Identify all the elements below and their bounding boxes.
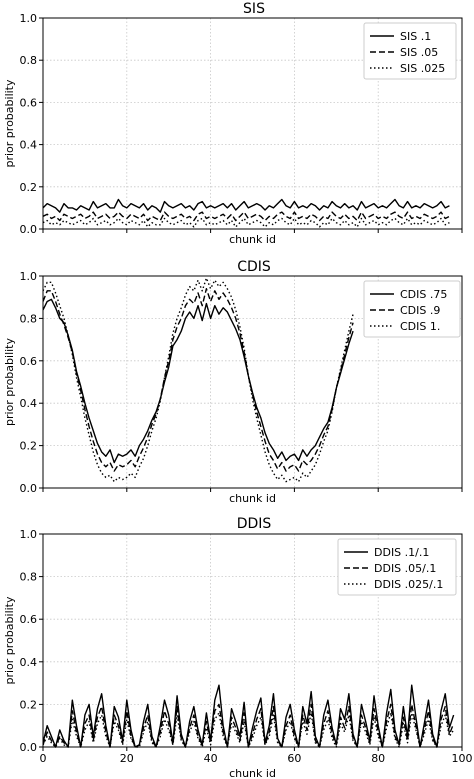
panel-title: CDIS bbox=[237, 259, 271, 275]
y-tick-label: 0.6 bbox=[20, 613, 38, 626]
x-axis-label: chunk id bbox=[229, 767, 276, 779]
legend-box bbox=[363, 280, 461, 338]
plot-area bbox=[43, 198, 450, 228]
y-tick-label: 0.8 bbox=[20, 54, 38, 67]
series-line bbox=[43, 277, 354, 483]
panel-title: DDIS bbox=[237, 516, 272, 532]
ddis-panel: DDIS 0.0 0.2 0.4 0.6 0.8 1.0 0 20 40 60 80 100 pri… bbox=[3, 516, 473, 779]
x-tick-label: 0 bbox=[40, 752, 47, 765]
legend: SIS .1 SIS .05 SIS .025 bbox=[363, 22, 457, 80]
plot-area bbox=[43, 277, 354, 483]
x-axis-ticks bbox=[42, 488, 463, 492]
y-axis-ticks: 0.0 0.2 0.4 0.6 0.8 1.0 bbox=[20, 528, 43, 754]
legend: DDIS .1/.1 DDIS .05/.1 DDIS .025/.1 bbox=[337, 538, 457, 596]
legend-label: CDIS 1. bbox=[400, 320, 440, 333]
x-axis-label: chunk id bbox=[229, 492, 276, 505]
x-tick-label: 100 bbox=[452, 752, 473, 765]
plot-frame bbox=[42, 275, 463, 489]
y-tick-label: 0.8 bbox=[20, 571, 38, 584]
x-tick-label: 40 bbox=[204, 752, 218, 765]
y-tick-label: 0.0 bbox=[20, 223, 38, 236]
legend-label: DDIS .025/.1 bbox=[374, 578, 443, 591]
x-tick-label: 20 bbox=[120, 752, 134, 765]
cdis-panel: CDIS 0.0 0.2 0.4 0.6 0.8 1.0 prior probabilit… bbox=[3, 259, 463, 505]
legend-label: DDIS .1/.1 bbox=[374, 546, 429, 559]
y-tick-label: 0.6 bbox=[20, 96, 38, 109]
panel-title: SIS bbox=[243, 1, 265, 17]
plot-frame bbox=[42, 533, 463, 748]
series-line bbox=[43, 288, 354, 472]
legend: CDIS .75 CDIS .9 CDIS 1. bbox=[363, 280, 461, 338]
y-axis-ticks: 0.0 0.2 0.4 0.6 0.8 1.0 bbox=[20, 270, 43, 495]
x-axis-ticks bbox=[42, 229, 463, 233]
legend-label: CDIS .75 bbox=[400, 288, 447, 301]
y-tick-label: 0.4 bbox=[20, 139, 38, 152]
series-line bbox=[43, 684, 455, 748]
y-tick-label: 1.0 bbox=[20, 12, 38, 25]
series-line bbox=[43, 298, 354, 464]
y-tick-label: 0.2 bbox=[20, 440, 38, 453]
legend-box bbox=[363, 22, 457, 80]
x-axis-ticks: 0 20 40 60 80 100 bbox=[40, 747, 473, 765]
x-tick-label: 60 bbox=[287, 752, 301, 765]
y-tick-label: 1.0 bbox=[20, 528, 38, 541]
y-tick-label: 0.2 bbox=[20, 181, 38, 194]
series-line bbox=[43, 217, 450, 228]
legend-label: CDIS .9 bbox=[400, 304, 440, 317]
legend-box bbox=[337, 538, 457, 596]
x-axis-label: chunk id bbox=[229, 233, 276, 246]
plot-frame bbox=[42, 17, 463, 230]
legend-label: SIS .025 bbox=[400, 62, 445, 75]
y-tick-label: 0.6 bbox=[20, 355, 38, 368]
y-axis-ticks: 0.0 0.2 0.4 0.6 0.8 1.0 bbox=[20, 12, 43, 236]
y-tick-label: 0.0 bbox=[20, 482, 38, 495]
sis-panel: SIS 0.0 0.2 0.4 0.6 0.8 1.0 prior probability… bbox=[3, 1, 463, 246]
y-axis-label: prior probability bbox=[3, 338, 16, 426]
legend-label: SIS .1 bbox=[400, 30, 431, 43]
y-tick-label: 1.0 bbox=[20, 270, 38, 283]
x-tick-label: 80 bbox=[371, 752, 385, 765]
y-axis-label: prior probability bbox=[3, 79, 16, 167]
legend-label: DDIS .05/.1 bbox=[374, 562, 436, 575]
y-tick-label: 0.0 bbox=[20, 741, 38, 754]
y-tick-label: 0.4 bbox=[20, 656, 38, 669]
y-axis-label: prior probability bbox=[3, 596, 16, 684]
series-line bbox=[43, 211, 450, 222]
plot-area bbox=[43, 684, 455, 748]
y-tick-label: 0.2 bbox=[20, 698, 38, 711]
y-tick-label: 0.4 bbox=[20, 397, 38, 410]
legend-label: SIS .05 bbox=[400, 46, 438, 59]
y-tick-label: 0.8 bbox=[20, 312, 38, 325]
series-line bbox=[43, 198, 450, 213]
